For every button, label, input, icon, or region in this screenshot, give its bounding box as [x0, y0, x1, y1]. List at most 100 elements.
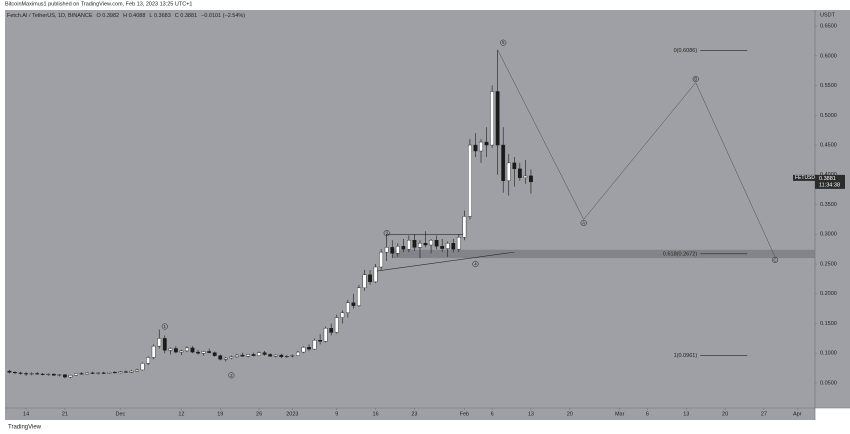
candle-body [196, 351, 200, 354]
candle-body [268, 354, 273, 357]
symbol-info-part: Fetch.AI / TetherUS, 1D, BINANCE [7, 13, 93, 19]
candle-body [140, 363, 145, 371]
y-tick-label: 0.1500 [820, 321, 837, 327]
candle-body [124, 371, 128, 373]
candle-body [401, 245, 406, 250]
candle-body [479, 141, 483, 152]
candle-body [229, 356, 234, 359]
price-tag-value: 0.3881 [819, 176, 836, 182]
candle-body [495, 91, 500, 146]
wave-label: 4 [474, 262, 477, 267]
price-tag-ticker: FETUSDT [795, 175, 818, 181]
candle-body [201, 351, 206, 354]
candle-body [251, 354, 256, 356]
candle-body [151, 345, 156, 358]
wave-marker [692, 75, 699, 83]
wave-label: 2 [230, 373, 233, 378]
candle-body [207, 351, 212, 353]
candle-body [74, 373, 78, 376]
symbol-info-part: 0.3683 [154, 13, 171, 19]
wave-marker [580, 219, 587, 227]
candle-body [168, 348, 173, 351]
x-tick-label: 13 [528, 411, 534, 417]
candle-body [129, 370, 134, 373]
candle-body [223, 357, 228, 360]
y-tick-label: 0.3500 [820, 202, 837, 208]
wave-marker [500, 39, 507, 46]
x-tick-label: 6 [646, 411, 649, 417]
symbol-info-part: H [123, 13, 127, 19]
candle-body [46, 373, 51, 375]
candle-body [173, 348, 178, 353]
symbol-info-part: C [175, 13, 179, 19]
wave-label: B [694, 76, 697, 81]
candle-body [312, 339, 317, 350]
candle-body [368, 274, 372, 283]
x-tick-label: 20 [567, 411, 573, 417]
candle-body [257, 352, 261, 356]
x-tick-label: 26 [256, 411, 262, 417]
candle-body [240, 354, 245, 357]
x-tick-label: 20 [722, 411, 728, 417]
wave-marker [472, 260, 479, 268]
candle-body [24, 373, 28, 375]
candle-body [179, 350, 184, 353]
candle-body [146, 357, 151, 364]
candle-body [162, 338, 167, 351]
x-tick-label: 12 [178, 411, 184, 417]
candle-body [246, 354, 250, 357]
candle-body [384, 247, 389, 253]
candle-body [434, 240, 439, 247]
y-tick-label: 0.5500 [820, 83, 837, 89]
candle-body [112, 372, 117, 374]
axis-unit: USDT [820, 12, 836, 18]
candle-body [185, 347, 189, 352]
candle-body [212, 352, 217, 356]
candle-body [51, 373, 56, 376]
candle-body [107, 372, 112, 374]
price-tag-countdown: 11:34:38 [819, 182, 840, 188]
candle-body [379, 251, 384, 268]
symbol-info-part: 0.3881 [180, 13, 197, 19]
candle-body [473, 144, 478, 152]
symbol-info: Fetch.AI / TetherUS, 1D, BINANCE O 0.3982 H… [7, 13, 245, 19]
x-tick-label: Feb [460, 411, 469, 417]
candle-body [301, 347, 306, 353]
candle-body [451, 243, 456, 250]
candle-body [429, 240, 433, 246]
y-tick-label: 0.2000 [820, 291, 837, 297]
candle-body [490, 91, 495, 146]
candle-body [18, 372, 23, 374]
y-tick-label: 0.6000 [820, 53, 837, 59]
candle-body [351, 302, 356, 306]
y-tick-label: 0.0500 [820, 380, 837, 386]
wave-marker [228, 372, 235, 379]
candle-body [362, 274, 367, 289]
x-tick-label: 6 [491, 411, 494, 417]
y-tick-label: 0.4500 [820, 142, 837, 148]
candle-body [273, 354, 278, 357]
candle-body [456, 237, 461, 250]
wave-label: 1 [164, 324, 167, 329]
y-tick-label: 0.2500 [820, 261, 837, 267]
x-tick-label: Mar [615, 411, 625, 417]
x-tick-label: 23 [411, 411, 417, 417]
candle-body [157, 338, 162, 347]
candle-body [334, 317, 339, 333]
candle-body [484, 141, 489, 146]
candle-body [340, 312, 345, 318]
candle-body [279, 354, 284, 358]
wave-label: C [773, 257, 777, 262]
symbol-info-part: L [149, 13, 152, 19]
candle-body [79, 373, 84, 375]
candle-body [390, 247, 395, 254]
x-tick-label: 9 [335, 411, 338, 417]
axis-bg [815, 10, 850, 408]
candle-body [101, 372, 106, 374]
candle-body [323, 328, 328, 342]
candle-body [68, 375, 73, 378]
x-tick-label: 21 [62, 411, 68, 417]
wave-marker [772, 256, 779, 263]
x-tick-label: 2023 [286, 411, 298, 417]
